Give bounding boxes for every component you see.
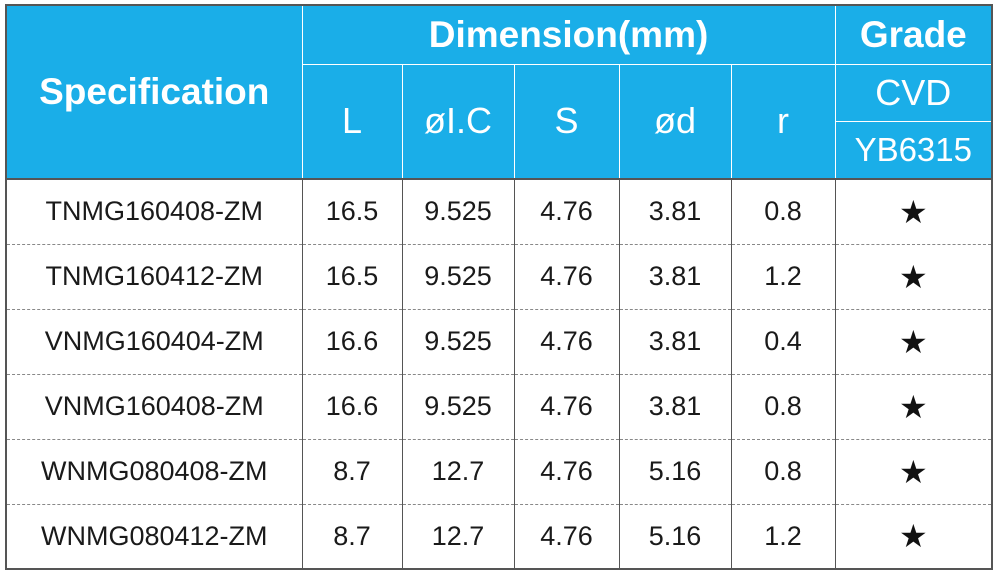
ic-cell: 9.525 — [401, 244, 515, 310]
s-cell: 4.76 — [513, 374, 620, 440]
column-header-ic: øI.C — [401, 63, 515, 180]
s-cell: 4.76 — [513, 178, 620, 245]
d-cell: 3.81 — [618, 178, 732, 245]
d-cell: 3.81 — [618, 374, 732, 440]
s-cell: 4.76 — [513, 244, 620, 310]
r-cell: 1.2 — [730, 504, 836, 570]
s-cell: 4.76 — [513, 439, 620, 505]
spec-cell: TNMG160408-ZM — [5, 178, 303, 245]
grade-code-header: YB6315 — [834, 120, 994, 180]
grade-header: Grade — [834, 4, 994, 65]
star-icon: ★ — [834, 504, 994, 570]
star-icon: ★ — [834, 309, 994, 375]
d-cell: 3.81 — [618, 244, 732, 310]
ic-cell: 9.525 — [401, 309, 515, 375]
ic-cell: 9.525 — [401, 374, 515, 440]
table-row: VNMG160408-ZM 16.6 9.525 4.76 3.81 0.8 ★ — [5, 374, 994, 440]
spec-cell: WNMG080408-ZM — [5, 439, 303, 505]
table-row: WNMG080412-ZM 8.7 12.7 4.76 5.16 1.2 ★ — [5, 504, 994, 570]
star-icon: ★ — [834, 244, 994, 310]
ic-cell: 9.525 — [401, 178, 515, 245]
dimension-header: Dimension(mm) — [301, 4, 836, 65]
spec-table: Specification Dimension(mm) Grade L øI.C… — [5, 4, 994, 570]
r-cell: 1.2 — [730, 244, 836, 310]
s-cell: 4.76 — [513, 504, 620, 570]
r-cell: 0.8 — [730, 439, 836, 505]
d-cell: 5.16 — [618, 504, 732, 570]
star-icon: ★ — [834, 374, 994, 440]
cvd-header: CVD — [834, 63, 994, 122]
d-cell: 3.81 — [618, 309, 732, 375]
ic-cell: 12.7 — [401, 439, 515, 505]
spec-cell: WNMG080412-ZM — [5, 504, 303, 570]
r-cell: 0.8 — [730, 374, 836, 440]
r-cell: 0.4 — [730, 309, 836, 375]
ic-cell: 12.7 — [401, 504, 515, 570]
star-icon: ★ — [834, 439, 994, 505]
d-cell: 5.16 — [618, 439, 732, 505]
l-cell: 8.7 — [301, 439, 403, 505]
specification-header: Specification — [5, 4, 303, 180]
l-cell: 16.6 — [301, 309, 403, 375]
column-header-s: S — [513, 63, 620, 180]
table-row: TNMG160412-ZM 16.5 9.525 4.76 3.81 1.2 ★ — [5, 244, 994, 310]
spec-cell: VNMG160408-ZM — [5, 374, 303, 440]
l-cell: 16.5 — [301, 244, 403, 310]
table-row: TNMG160408-ZM 16.5 9.525 4.76 3.81 0.8 ★ — [5, 178, 994, 245]
r-cell: 0.8 — [730, 178, 836, 245]
column-header-d: ød — [618, 63, 732, 180]
spec-cell: VNMG160404-ZM — [5, 309, 303, 375]
l-cell: 8.7 — [301, 504, 403, 570]
spec-cell: TNMG160412-ZM — [5, 244, 303, 310]
l-cell: 16.6 — [301, 374, 403, 440]
column-header-l: L — [301, 63, 403, 180]
star-icon: ★ — [834, 178, 994, 245]
column-header-r: r — [730, 63, 836, 180]
s-cell: 4.76 — [513, 309, 620, 375]
table-row: WNMG080408-ZM 8.7 12.7 4.76 5.16 0.8 ★ — [5, 439, 994, 505]
l-cell: 16.5 — [301, 178, 403, 245]
table-row: VNMG160404-ZM 16.6 9.525 4.76 3.81 0.4 ★ — [5, 309, 994, 375]
